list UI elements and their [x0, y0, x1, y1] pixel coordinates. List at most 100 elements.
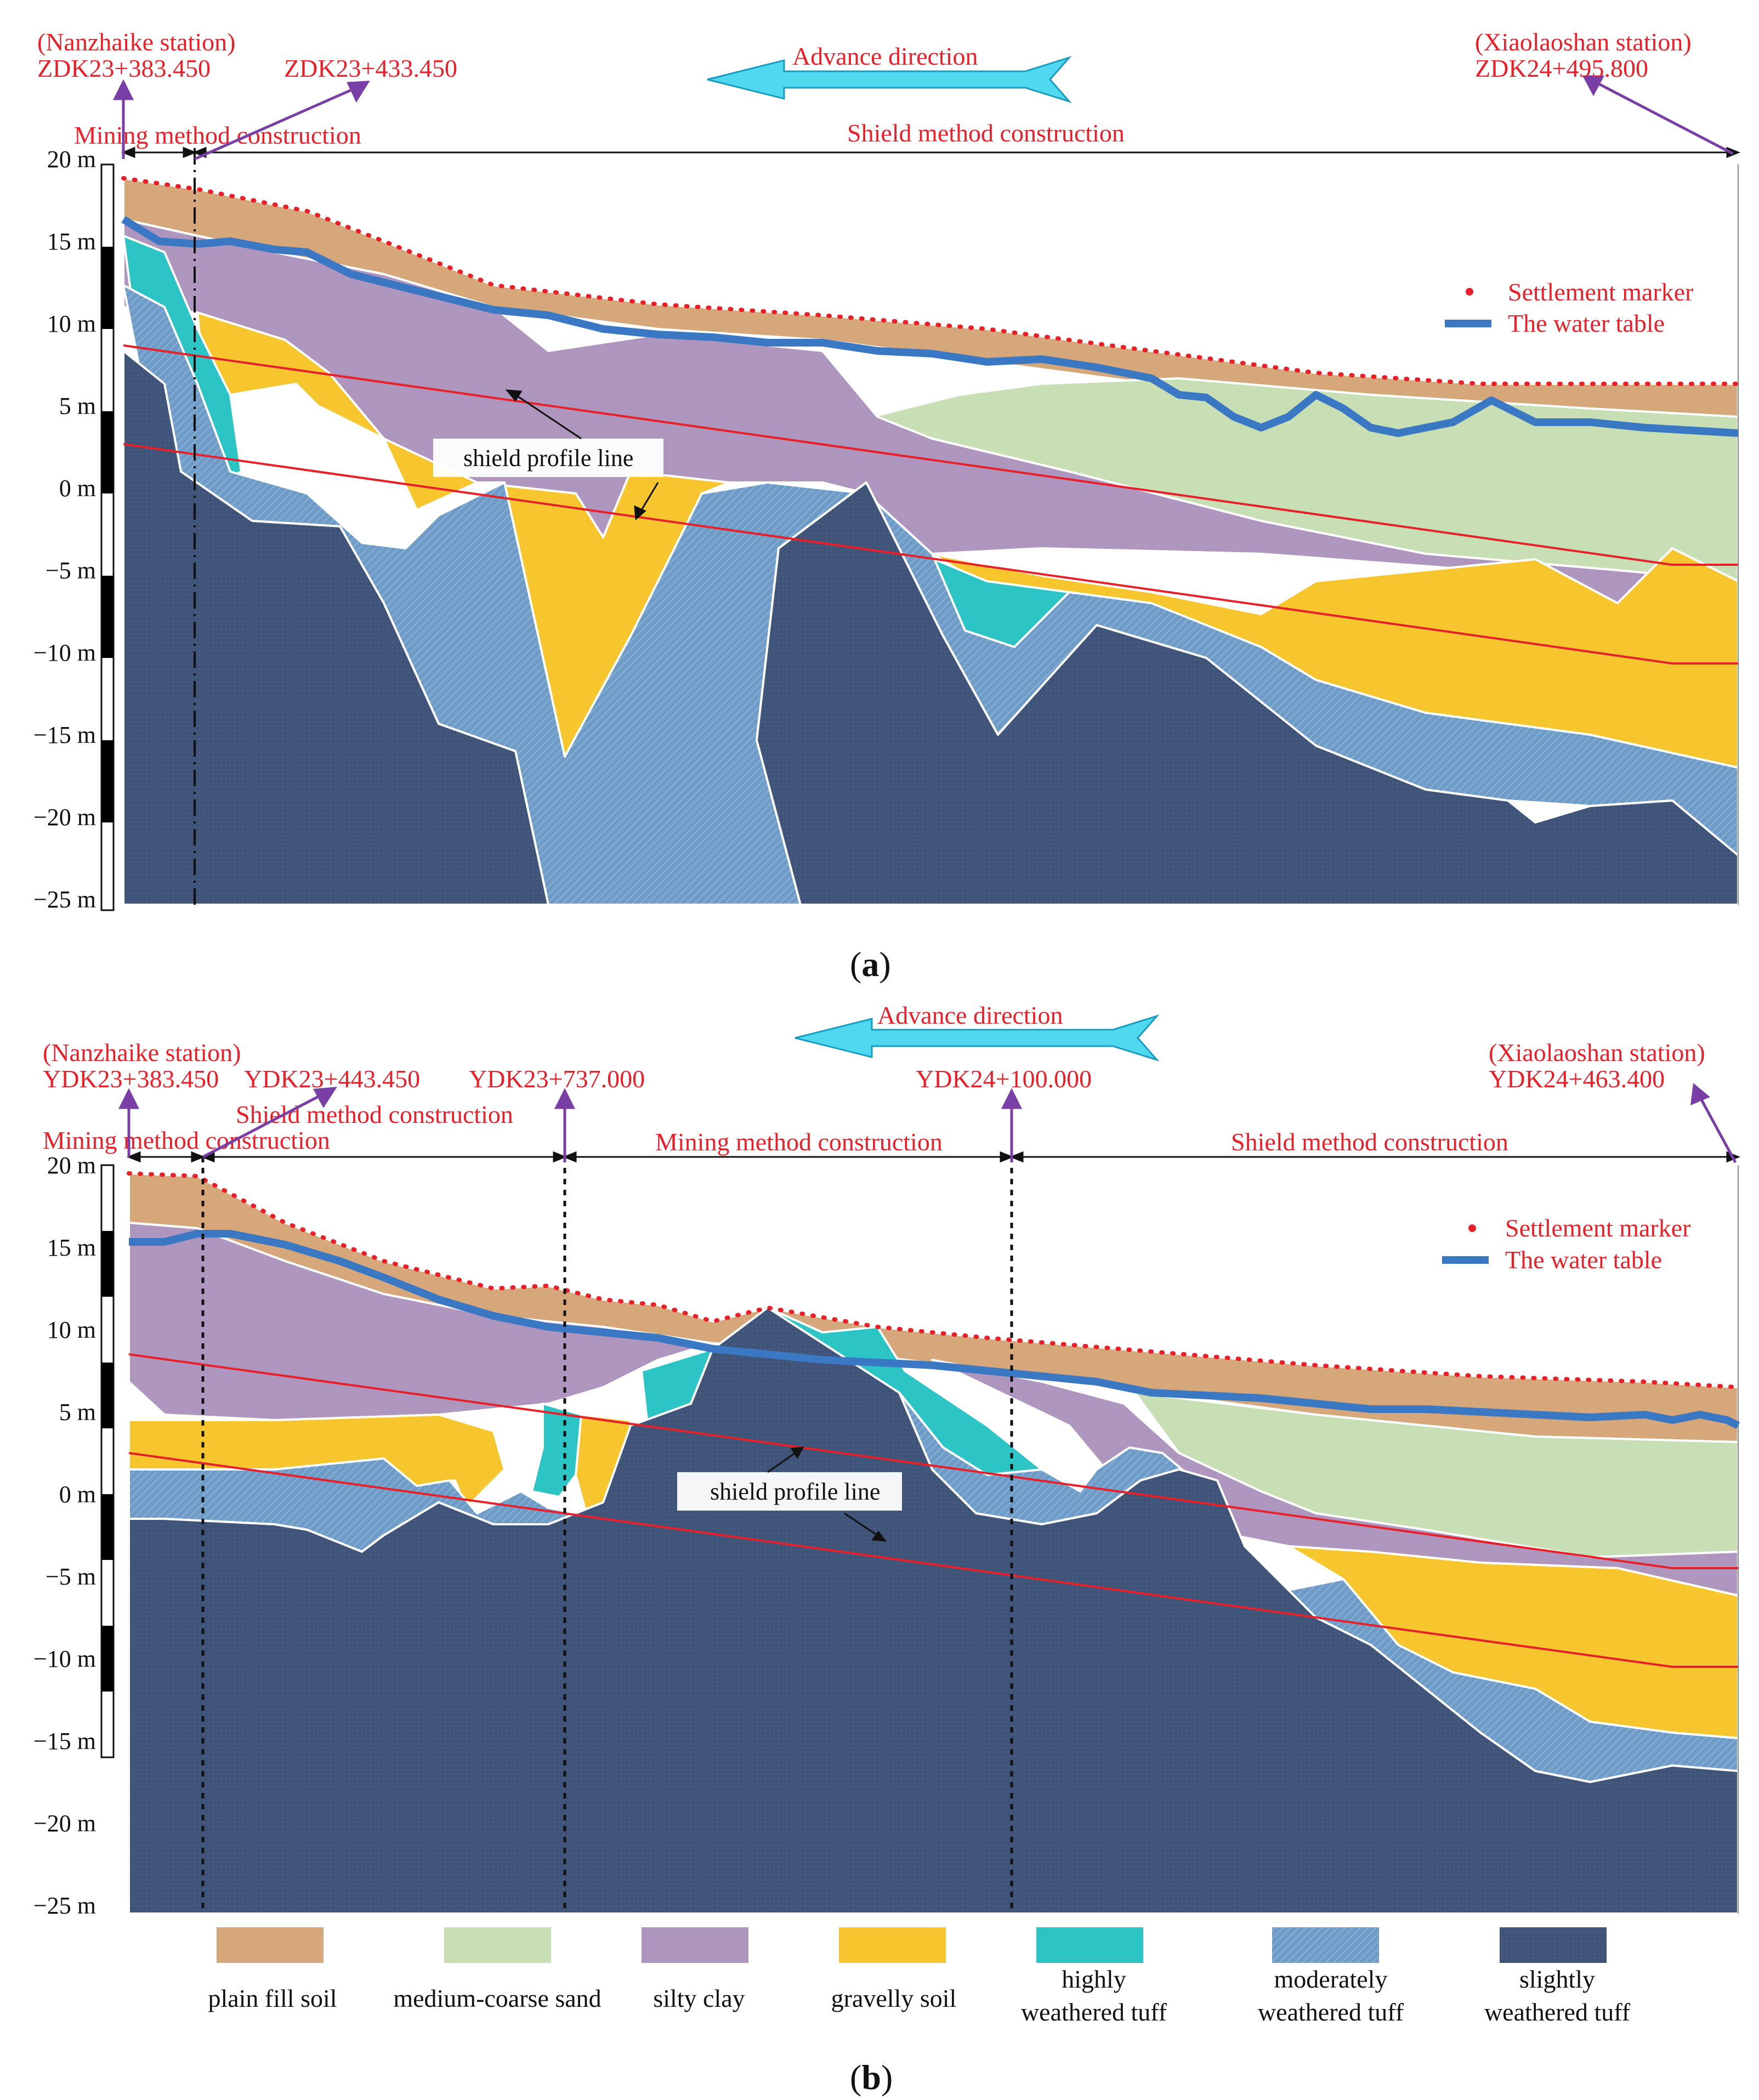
panel-label-open-b: ( — [850, 2058, 861, 2097]
panel-b: 20 m 15 m 10 m 5 m 0 m −5 m −10 m −15 m … — [33, 1001, 1741, 2097]
water-table-a — [121, 216, 1739, 437]
end-station-a: (Xiaolaoshan station) — [1475, 28, 1692, 56]
depth-label: 10 m — [47, 1316, 96, 1343]
legend-label: silty clay — [653, 1984, 745, 2012]
legend-swatch-gravelly-soil — [839, 1927, 946, 1963]
settlement-markers-b — [127, 1171, 1740, 1389]
advance-arrow-a — [707, 55, 1072, 104]
mining-method-label-b1: Mining method construction — [43, 1126, 330, 1154]
legend-label: highly — [1062, 1965, 1126, 1993]
shield-label-pointers-a — [505, 389, 659, 521]
shield-method-label-b2: Shield method construction — [1231, 1128, 1508, 1156]
advance-direction-b: Advance direction — [877, 1001, 1063, 1029]
svg-text:(a): (a) — [850, 945, 891, 984]
end-chainage-a: ZDK24+495.800 — [1475, 54, 1648, 82]
mid-chainage-a: ZDK23+433.450 — [284, 54, 457, 82]
settlement-marker-icon-b — [1468, 1224, 1476, 1232]
legend-settlement-b: Settlement marker — [1505, 1214, 1691, 1242]
legend-swatch-slightly-weathered-tuff — [1500, 1927, 1607, 1963]
layer-silty-clay-b — [128, 1222, 714, 1421]
legend-label: gravelly soil — [831, 1984, 957, 2012]
layer-slightly-weathered-tuff-b — [128, 1307, 1739, 1915]
depth-label: −5 m — [46, 1563, 96, 1590]
strata-layers-a — [122, 177, 1739, 906]
settlement-marker-icon — [1466, 288, 1473, 296]
layer-gravelly-soil-1 — [196, 311, 730, 758]
depth-label: −15 m — [33, 1728, 96, 1755]
svg-text:(b): (b) — [850, 2058, 893, 2097]
legend-label: slightly — [1519, 1965, 1595, 1993]
chainage-3-b: YDK23+737.000 — [469, 1065, 645, 1093]
depth-scale-bar — [100, 163, 115, 911]
legend-water-a: The water table — [1508, 309, 1665, 337]
legend-label: weathered tuff — [1258, 1998, 1404, 2026]
legend-water-b: The water table — [1505, 1246, 1662, 1274]
panel-label-close-a: ) — [879, 945, 890, 984]
station-pointers-a — [112, 75, 1734, 161]
legend-swatch-moderately-weathered-tuff — [1272, 1927, 1379, 1963]
end-chainage-b: YDK24+463.400 — [1489, 1065, 1665, 1093]
chainage-2-b: YDK23+443.450 — [244, 1065, 420, 1093]
shield-line-upper-b — [128, 1353, 1738, 1569]
depth-labels: 20 m 15 m 10 m 5 m 0 m −5 m −10 m −15 m … — [33, 146, 96, 913]
depth-label: 0 m — [59, 475, 96, 502]
panel-label-letter-b: b — [861, 2058, 881, 2097]
depth-label: 15 m — [47, 1234, 96, 1261]
start-chainage-b: YDK23+383.450 — [43, 1065, 219, 1093]
layer-slightly-weathered-tuff — [122, 350, 549, 906]
method-span-a — [121, 146, 1741, 158]
legend-swatch-silty-clay — [642, 1927, 748, 1963]
shield-method-label-b1: Shield method construction — [236, 1100, 513, 1128]
legend-label: weathered tuff — [1021, 1998, 1167, 2026]
panel-label-open-a: ( — [850, 945, 861, 984]
panel-a: 20 m 15 m 10 m 5 m 0 m −5 m −10 m −15 m … — [33, 28, 1741, 984]
mining-method-label-b2: Mining method construction — [655, 1128, 943, 1156]
settlement-markers-a — [121, 176, 1740, 386]
chainage-4-b: YDK24+100.000 — [916, 1065, 1092, 1093]
depth-label: 0 m — [59, 1481, 96, 1508]
depth-label: −15 m — [33, 722, 96, 748]
method-span-b — [126, 1151, 1741, 1163]
depth-label: −25 m — [33, 886, 96, 913]
start-chainage-a: ZDK23+383.450 — [37, 54, 211, 82]
depth-label: 20 m — [47, 146, 96, 173]
end-station-b: (Xiaolaoshan station) — [1489, 1038, 1705, 1066]
panel-label-letter-a: a — [861, 945, 879, 984]
station-pointers-b — [118, 1083, 1737, 1163]
advance-arrow-b — [795, 1014, 1160, 1062]
shield-method-label-a: Shield method construction — [847, 119, 1125, 147]
shield-profile-label-a: shield profile line — [463, 445, 633, 472]
strata-legend: plain fill soil medium-coarse sand silty… — [208, 1927, 1631, 2026]
depth-label: −10 m — [33, 1645, 96, 1672]
layer-slightly-weathered-tuff-2 — [756, 481, 1739, 906]
depth-label: 15 m — [47, 228, 96, 255]
section-boundaries-b — [201, 1157, 1013, 1914]
legend-label: medium-coarse sand — [393, 1984, 601, 2012]
depth-scale-bar-b — [100, 1164, 115, 1758]
shield-profile-label-b: shield profile line — [710, 1478, 880, 1505]
water-table-b — [129, 1230, 1740, 1429]
shield-line-lower-b — [128, 1452, 1738, 1668]
layer-highly-weathered-tuff-b — [531, 1403, 582, 1498]
legend-label: plain fill soil — [208, 1984, 337, 2012]
depth-label: −5 m — [46, 557, 96, 584]
depth-labels-b: 20 m 15 m 10 m 5 m 0 m −5 m −10 m −15 m … — [33, 1152, 96, 1919]
mining-method-label-a: Mining method construction — [74, 121, 361, 149]
shield-line-lower-a — [123, 443, 1738, 665]
legend-swatch-plain-fill-soil — [217, 1927, 324, 1963]
shield-label-pointers-b — [767, 1446, 887, 1542]
legend-swatch-medium-coarse-sand — [444, 1927, 551, 1963]
depth-label: −20 m — [33, 1810, 96, 1837]
depth-label: −25 m — [33, 1892, 96, 1919]
depth-label: −10 m — [33, 639, 96, 666]
legend-settlement-a: Settlement marker — [1508, 278, 1694, 306]
depth-label: 5 m — [59, 1399, 96, 1426]
shield-line-upper-a — [123, 344, 1738, 566]
depth-label: 20 m — [47, 1152, 96, 1179]
legend-label: weathered tuff — [1484, 1998, 1631, 2026]
start-station-a: (Nanzhaike station) — [37, 28, 235, 56]
start-station-b: (Nanzhaike station) — [43, 1038, 241, 1066]
shield-label-box-b — [677, 1472, 902, 1511]
legend-label: moderately — [1274, 1965, 1388, 1993]
